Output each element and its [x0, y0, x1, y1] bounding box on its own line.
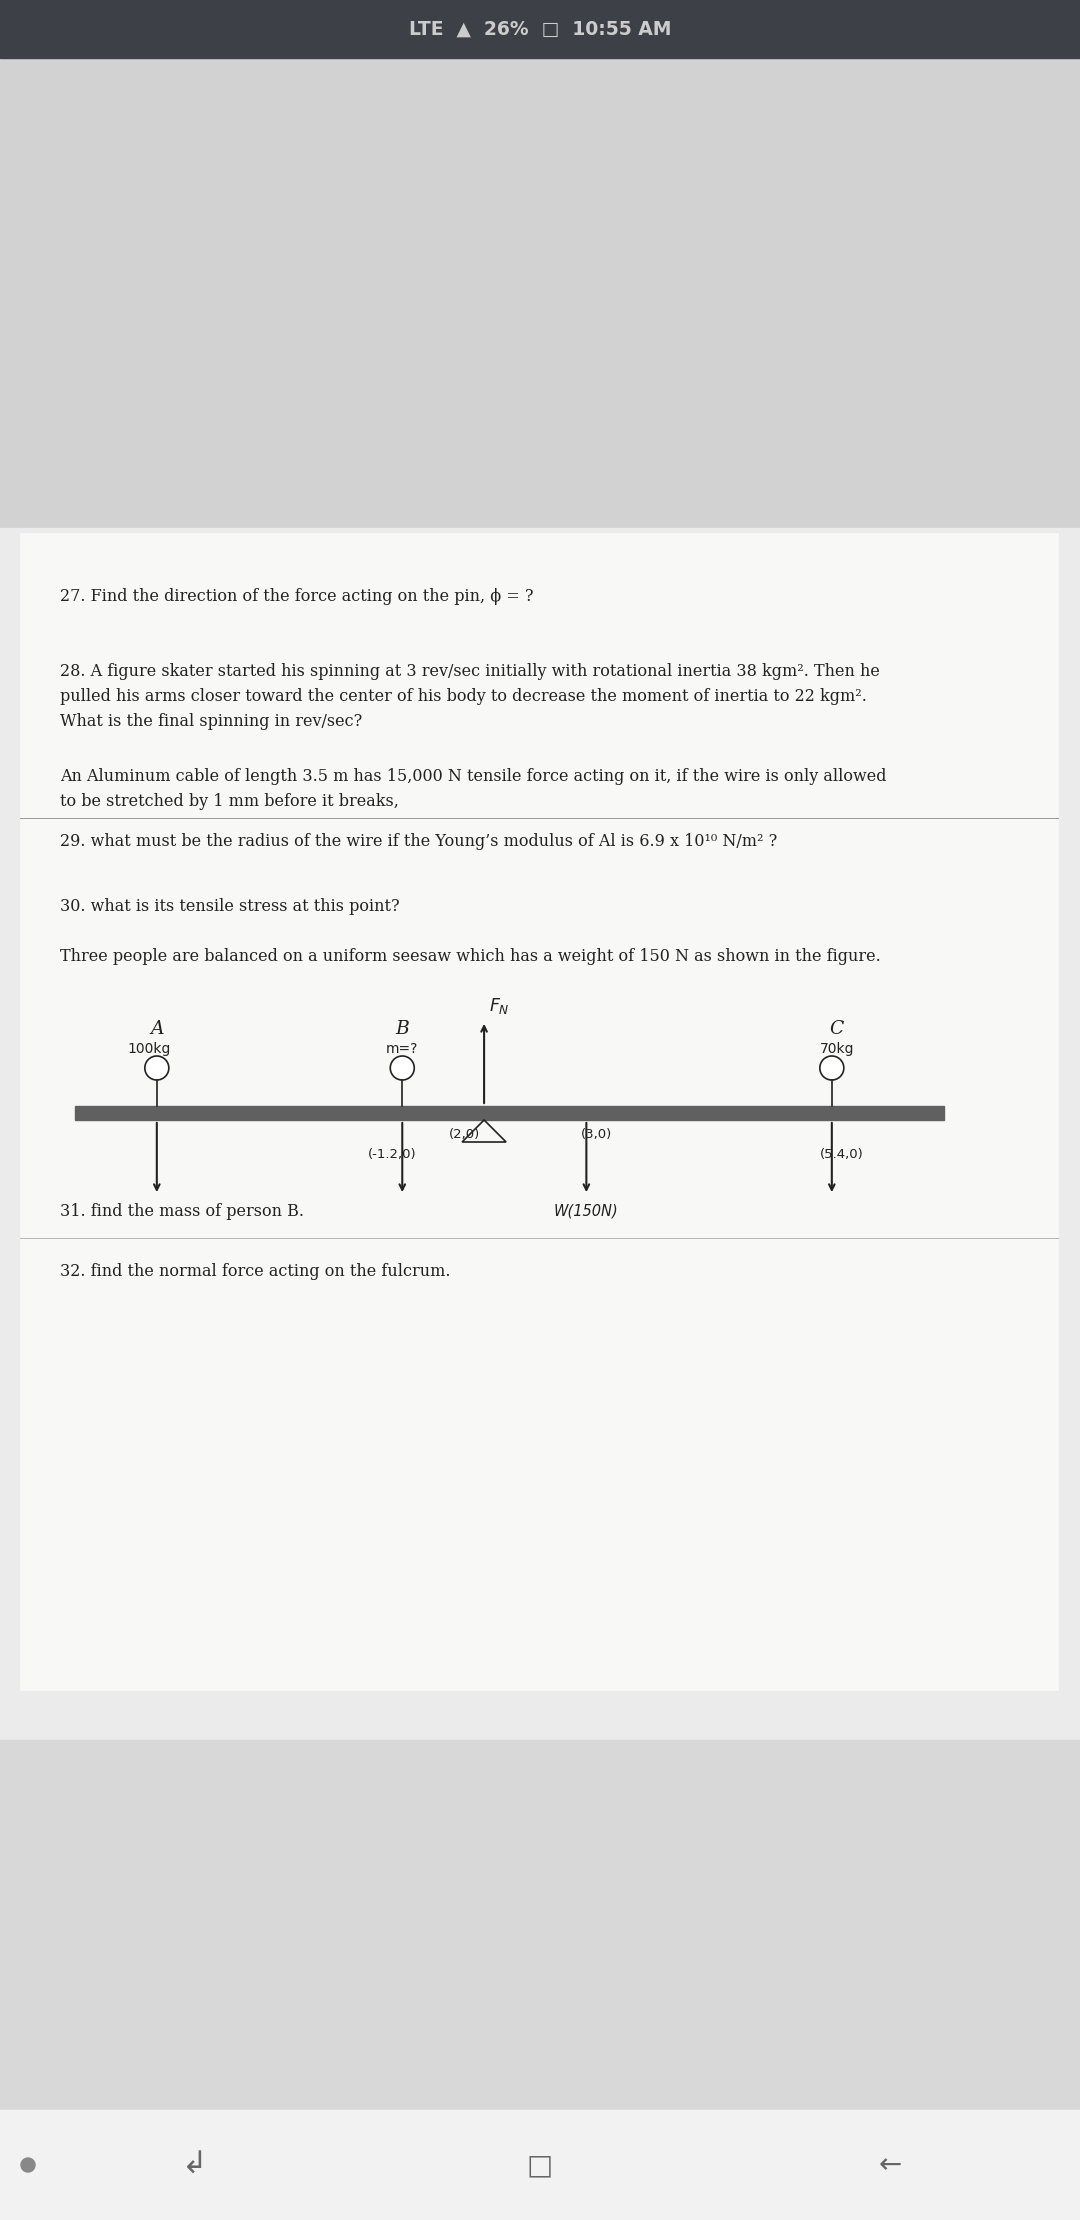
Circle shape	[390, 1057, 415, 1079]
Text: (5.4,0): (5.4,0)	[820, 1148, 864, 1161]
Text: 31. find the mass of person B.: 31. find the mass of person B.	[60, 1203, 303, 1221]
Text: 30. what is its tensile stress at this point?: 30. what is its tensile stress at this p…	[60, 899, 400, 915]
Text: 32. find the normal force acting on the fulcrum.: 32. find the normal force acting on the …	[60, 1263, 450, 1281]
Text: B: B	[395, 1019, 409, 1039]
Bar	[0, 528, 1080, 2065]
Bar	[0, 0, 1080, 58]
Text: to be stretched by 1 mm before it breaks,: to be stretched by 1 mm before it breaks…	[60, 793, 399, 810]
Text: ↲: ↲	[183, 2151, 207, 2180]
Text: ←: ←	[878, 2151, 902, 2180]
Text: 100kg: 100kg	[127, 1041, 171, 1057]
Text: 28. A figure skater started his spinning at 3 rev/sec initially with rotational : 28. A figure skater started his spinning…	[60, 664, 880, 679]
Bar	[0, 2109, 1080, 2220]
Circle shape	[145, 1057, 168, 1079]
Circle shape	[820, 1057, 843, 1079]
Bar	[0, 58, 1080, 528]
Bar	[75, 1106, 944, 1121]
Text: C: C	[829, 1019, 843, 1039]
Text: A: A	[150, 1019, 163, 1039]
Text: An Aluminum cable of length 3.5 m has 15,000 N tensile force acting on it, if th: An Aluminum cable of length 3.5 m has 15…	[60, 768, 887, 786]
Text: What is the final spinning in rev/sec?: What is the final spinning in rev/sec?	[60, 713, 362, 730]
Text: pulled his arms closer toward the center of his body to decrease the moment of i: pulled his arms closer toward the center…	[60, 688, 867, 706]
Bar	[21, 533, 1058, 1689]
Text: 29. what must be the radius of the wire if the Young’s modulus of Al is 6.9 x 10: 29. what must be the radius of the wire …	[60, 832, 778, 850]
Text: Three people are balanced on a uniform seesaw which has a weight of 150 N as sho: Three people are balanced on a uniform s…	[60, 948, 881, 966]
Text: □: □	[527, 2151, 553, 2180]
Text: W(150N): W(150N)	[554, 1203, 619, 1219]
Bar	[0, 1740, 1080, 2109]
Text: (-1.2,0): (-1.2,0)	[368, 1148, 417, 1161]
Text: (2,0): (2,0)	[448, 1128, 480, 1141]
Text: $F_N$: $F_N$	[489, 997, 510, 1017]
Text: LTE  ▲  26%  □  10:55 AM: LTE ▲ 26% □ 10:55 AM	[408, 20, 672, 38]
Text: m=?: m=?	[386, 1041, 418, 1057]
Circle shape	[21, 2158, 35, 2171]
Text: (3,0): (3,0)	[581, 1128, 612, 1141]
Text: 70kg: 70kg	[820, 1041, 854, 1057]
Text: 27. Find the direction of the force acting on the pin, ϕ = ?: 27. Find the direction of the force acti…	[60, 588, 534, 606]
